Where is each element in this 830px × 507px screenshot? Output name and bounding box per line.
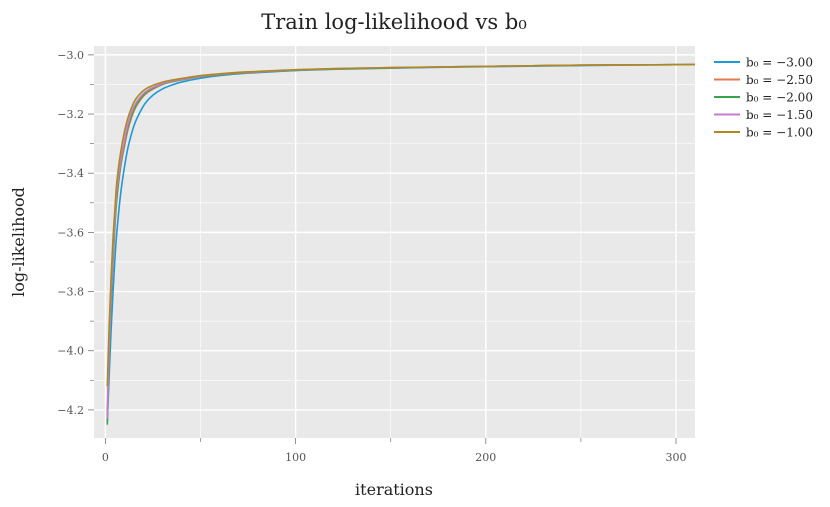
grid (94, 46, 695, 438)
series-lines (106, 63, 696, 425)
y-tick-label: −4.2 (57, 404, 84, 417)
legend-label: b₀ = −1.00 (746, 126, 813, 140)
x-tick-label: 100 (285, 451, 306, 464)
x-axis-label: iterations (355, 480, 433, 499)
legend-label: b₀ = −1.50 (746, 108, 813, 122)
y-axis-label: log-likelihood (9, 187, 28, 297)
legend-label: b₀ = −2.00 (746, 91, 813, 105)
y-tick-label: −3.4 (57, 167, 84, 180)
series-line-4 (106, 63, 696, 387)
legend-label: b₀ = −2.50 (746, 73, 813, 87)
y-tick-label: −4.0 (57, 345, 84, 358)
x-tick-label: 300 (665, 451, 686, 464)
legend-label: b₀ = −3.00 (746, 56, 813, 70)
y-tick-label: −3.0 (57, 49, 84, 62)
axis-ticks: −3.0 −3.2 −3.4 −3.6 −3.8 −4.0 −4.2 0 100 200 300 (57, 49, 686, 464)
x-tick-label: 200 (475, 451, 496, 464)
y-tick-label: −3.8 (57, 286, 84, 299)
y-tick-label: −3.2 (57, 108, 84, 121)
x-tick-label: 0 (102, 451, 109, 464)
y-tick-label: −3.6 (57, 226, 84, 239)
plot-background (94, 46, 695, 438)
legend: b₀ = −3.00 b₀ = −2.50 b₀ = −2.00 b₀ = −1.50… (714, 56, 813, 140)
chart-title: Train log-likelihood vs b₀ (261, 10, 527, 34)
